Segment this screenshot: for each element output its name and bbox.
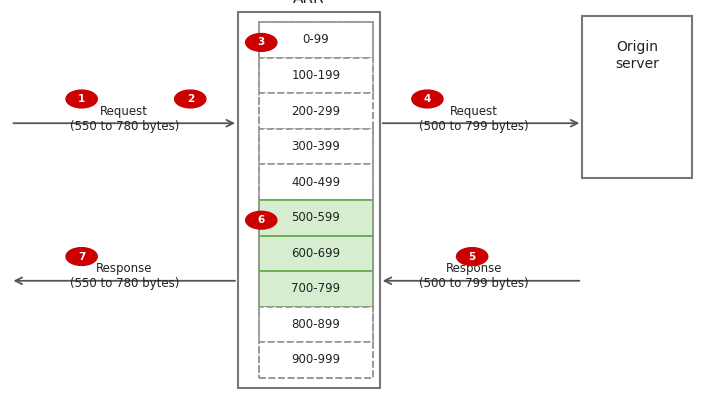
Text: Response
(550 to 780 bytes): Response (550 to 780 bytes) bbox=[70, 262, 179, 290]
Circle shape bbox=[457, 248, 488, 265]
Text: 1: 1 bbox=[78, 94, 85, 104]
Text: 0-99: 0-99 bbox=[302, 34, 329, 46]
Text: 600-699: 600-699 bbox=[291, 247, 341, 260]
Text: ARR: ARR bbox=[293, 0, 324, 6]
Bar bbox=[582, 16, 692, 178]
Text: Request
(550 to 780 bytes): Request (550 to 780 bytes) bbox=[70, 105, 179, 133]
Text: 7: 7 bbox=[78, 252, 85, 261]
Text: 100-199: 100-199 bbox=[291, 69, 341, 82]
Text: Request
(500 to 799 bytes): Request (500 to 799 bytes) bbox=[420, 105, 529, 133]
Circle shape bbox=[246, 34, 277, 51]
Bar bbox=[259, 164, 373, 200]
Circle shape bbox=[412, 90, 443, 108]
Circle shape bbox=[175, 90, 206, 108]
Bar bbox=[259, 307, 373, 342]
Bar bbox=[259, 236, 373, 271]
Text: 6: 6 bbox=[258, 215, 265, 225]
Text: 200-299: 200-299 bbox=[291, 105, 341, 118]
Bar bbox=[259, 271, 373, 307]
Bar bbox=[238, 12, 380, 388]
Bar bbox=[259, 93, 373, 129]
Text: Response
(500 to 799 bytes): Response (500 to 799 bytes) bbox=[420, 262, 529, 290]
Bar bbox=[259, 22, 373, 378]
Text: 300-399: 300-399 bbox=[292, 140, 340, 153]
Text: 3: 3 bbox=[258, 38, 265, 47]
Text: 4: 4 bbox=[424, 94, 431, 104]
Text: 5: 5 bbox=[469, 252, 476, 261]
Circle shape bbox=[66, 90, 97, 108]
Text: 700-799: 700-799 bbox=[291, 282, 341, 295]
Text: 800-899: 800-899 bbox=[292, 318, 340, 331]
Bar bbox=[259, 22, 373, 58]
Text: 500-599: 500-599 bbox=[292, 211, 340, 224]
Circle shape bbox=[246, 211, 277, 229]
Circle shape bbox=[66, 248, 97, 265]
Text: 900-999: 900-999 bbox=[291, 354, 341, 366]
Bar bbox=[259, 58, 373, 93]
Text: 2: 2 bbox=[187, 94, 194, 104]
Bar bbox=[259, 129, 373, 164]
Bar bbox=[259, 342, 373, 378]
Text: 400-499: 400-499 bbox=[291, 176, 341, 189]
Text: Origin
server: Origin server bbox=[616, 40, 659, 71]
Bar bbox=[259, 200, 373, 236]
